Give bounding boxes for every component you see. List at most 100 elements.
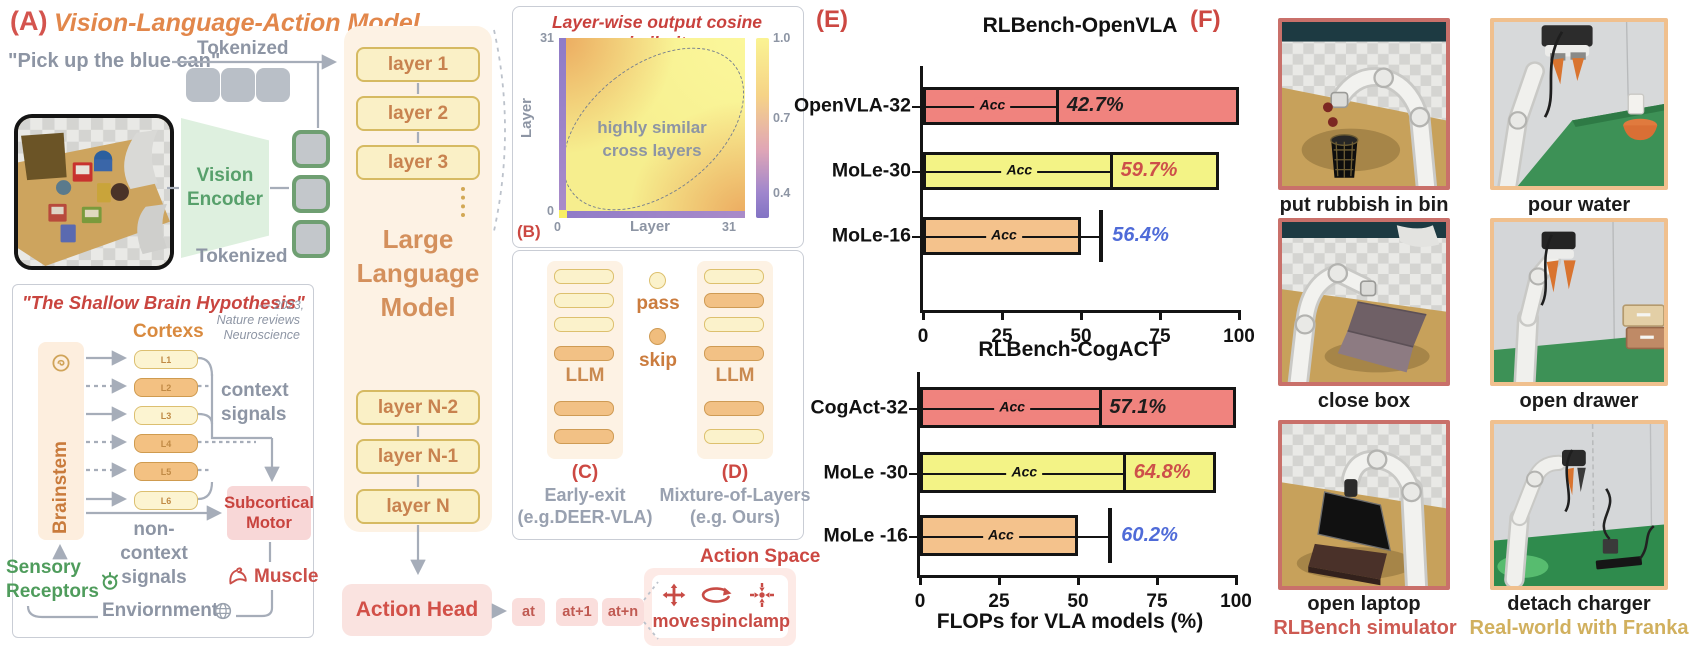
acc-annotation: Acc <box>994 398 1031 415</box>
x-tick-label: 0 <box>914 591 926 612</box>
scene-image <box>14 114 174 270</box>
photo-detach-charger <box>1490 420 1668 590</box>
acc-annotation: Acc <box>1006 463 1043 480</box>
x-tick-label: 50 <box>1070 326 1092 347</box>
heatmap-annotation: highly similar cross layers <box>597 118 707 160</box>
heatmap-low-column <box>559 38 566 211</box>
eye-icon <box>98 568 122 597</box>
cortex-layer-l3: L3 <box>134 406 198 425</box>
bar-row: MoLe -30 Acc 64.8% <box>823 452 1236 493</box>
cortex-layer-l6: L6 <box>134 491 198 510</box>
x-tick-label: 50 <box>1067 591 1089 612</box>
text-token <box>186 68 220 102</box>
colorbar-tick-1: 1.0 <box>773 31 791 45</box>
x-tick-label: 25 <box>988 591 1010 612</box>
photo-open-laptop <box>1278 420 1450 590</box>
tokenized-vision-label: Tokenized <box>196 246 288 267</box>
caption-put-rubbish-in-bin: put rubbish in bin <box>1279 194 1449 216</box>
cosine-similarity-heatmap: highly similar cross layers <box>559 38 745 218</box>
llm-layer-bar-skip <box>704 346 764 361</box>
c-llm-label: LLM <box>565 365 605 386</box>
bar-category-label: OpenVLA-32 <box>793 94 911 117</box>
muscle-label: Muscle <box>254 566 319 587</box>
panel-c-example: (e.g.DEER-VLA) <box>517 507 653 527</box>
hypothesis-title: "The Shallow Brain Hypothesis" <box>22 292 305 313</box>
panel-c-tag: (C) <box>571 462 599 483</box>
acc-value-label: 56.4% <box>1112 223 1169 246</box>
non-context-signals-label: non-context signals <box>120 519 188 588</box>
panel-e-tag: (E) <box>816 6 848 33</box>
move-icon <box>660 582 688 613</box>
cortex-layer-l4: L4 <box>134 434 198 453</box>
citation-journal2: Neuroscience <box>223 328 300 342</box>
cortex-layer-l1: L1 <box>134 350 198 369</box>
muscle-icon <box>226 564 250 593</box>
llm-layer-bar-skip <box>554 401 614 416</box>
llm-layer-3: layer 3 <box>356 145 480 180</box>
sensory-receptors-label: Sensory Receptors <box>6 557 99 602</box>
acc-annotation: Acc <box>986 227 1022 244</box>
caption-open-laptop: open laptop <box>1307 593 1421 615</box>
x-tick-label: 25 <box>991 326 1013 347</box>
llm-layer-2: layer 2 <box>356 96 480 131</box>
chart1-title: RLBench-OpenVLA <box>982 14 1178 37</box>
bar-row: MoLe -16 Acc 60.2% <box>823 508 1236 563</box>
cortexs-label: Cortexs <box>133 321 204 342</box>
llm-layer-bar-skip <box>704 401 764 416</box>
panel-c-name: Early-exit <box>544 485 626 505</box>
b-xlabel: Layer <box>629 218 671 235</box>
environment-label: Enviornment <box>102 600 219 621</box>
panel-d-tag: (D) <box>721 462 749 483</box>
photo-open-drawer <box>1490 218 1668 386</box>
sim-column-caption: RLBench simulator <box>1273 617 1457 639</box>
caption-open-drawer: open drawer <box>1519 390 1639 412</box>
openvla-bar-chart: OpenVLA-32 Acc 42.7% MoLe-30 Acc 59.7% MoLe-16… <box>794 66 1255 347</box>
heatmap-origin-cell <box>559 210 567 218</box>
bar-category-label: CogAct-32 <box>810 396 908 418</box>
bar-category-label: MoLe -30 <box>823 461 908 483</box>
acc-divider <box>1056 87 1060 125</box>
instruction-text: "Pick up the blue can" <box>8 50 221 72</box>
panel-d-example: (e.g. Ours) <box>689 507 780 527</box>
action-token-at1: at+1 <box>556 598 598 626</box>
b-ylabel: Layer <box>518 98 535 139</box>
acc-annotation: Acc <box>974 97 1011 114</box>
pass-legend-label: pass <box>636 293 680 314</box>
photo-put-rubbish-in-bin <box>1278 18 1450 190</box>
text-token <box>221 68 255 102</box>
acc-value-label: 60.2% <box>1121 523 1178 546</box>
llm-layer-bar-skip <box>554 429 614 444</box>
subcortical-motor-block: Subcortical Motor <box>224 486 314 540</box>
llm-layer-bar-skip <box>704 293 764 308</box>
spin-icon <box>700 586 734 611</box>
action-token-atn: at+n <box>602 598 644 626</box>
llm-layer-bar-pass <box>704 269 764 284</box>
bar-row: MoLe-16 Acc 56.4% <box>832 210 1239 262</box>
llm-layer-n2: layer N-2 <box>356 390 480 425</box>
clamp-icon <box>748 582 776 613</box>
x-tick-label: 0 <box>917 326 929 347</box>
llm-layer-bar-pass <box>554 269 614 284</box>
llm-layer-bar-pass <box>554 293 614 308</box>
clamp-label: clamp <box>738 611 791 631</box>
tokenized-label-text: Tokenized <box>197 38 289 59</box>
panel-b-tag: (B) <box>517 222 541 241</box>
b-ytick-bottom: 0 <box>547 204 554 218</box>
llm-layer-1: layer 1 <box>356 47 480 82</box>
caption-pour-water: pour water <box>1527 194 1631 216</box>
vision-token <box>292 220 330 258</box>
x-tick-label: 75 <box>1146 591 1168 612</box>
llm-layer-bar-pass <box>704 429 764 444</box>
vision-token <box>292 130 330 168</box>
bar-category-label: MoLe-16 <box>831 224 911 247</box>
llm-layer-n1: layer N-1 <box>356 439 480 474</box>
llm-title: Large Language Model <box>356 224 480 322</box>
b-ytick-top: 31 <box>540 31 554 45</box>
bar-category-label: MoLe-30 <box>831 159 911 182</box>
acc-value-label: 42.7% <box>1066 93 1124 116</box>
acc-value-label: 59.7% <box>1120 158 1178 181</box>
acc-divider <box>1123 452 1127 493</box>
panel-a-tag: (A) <box>10 6 48 36</box>
x-tick-label: 100 <box>1223 326 1255 347</box>
citation-year: --- 2023, <box>258 298 304 312</box>
